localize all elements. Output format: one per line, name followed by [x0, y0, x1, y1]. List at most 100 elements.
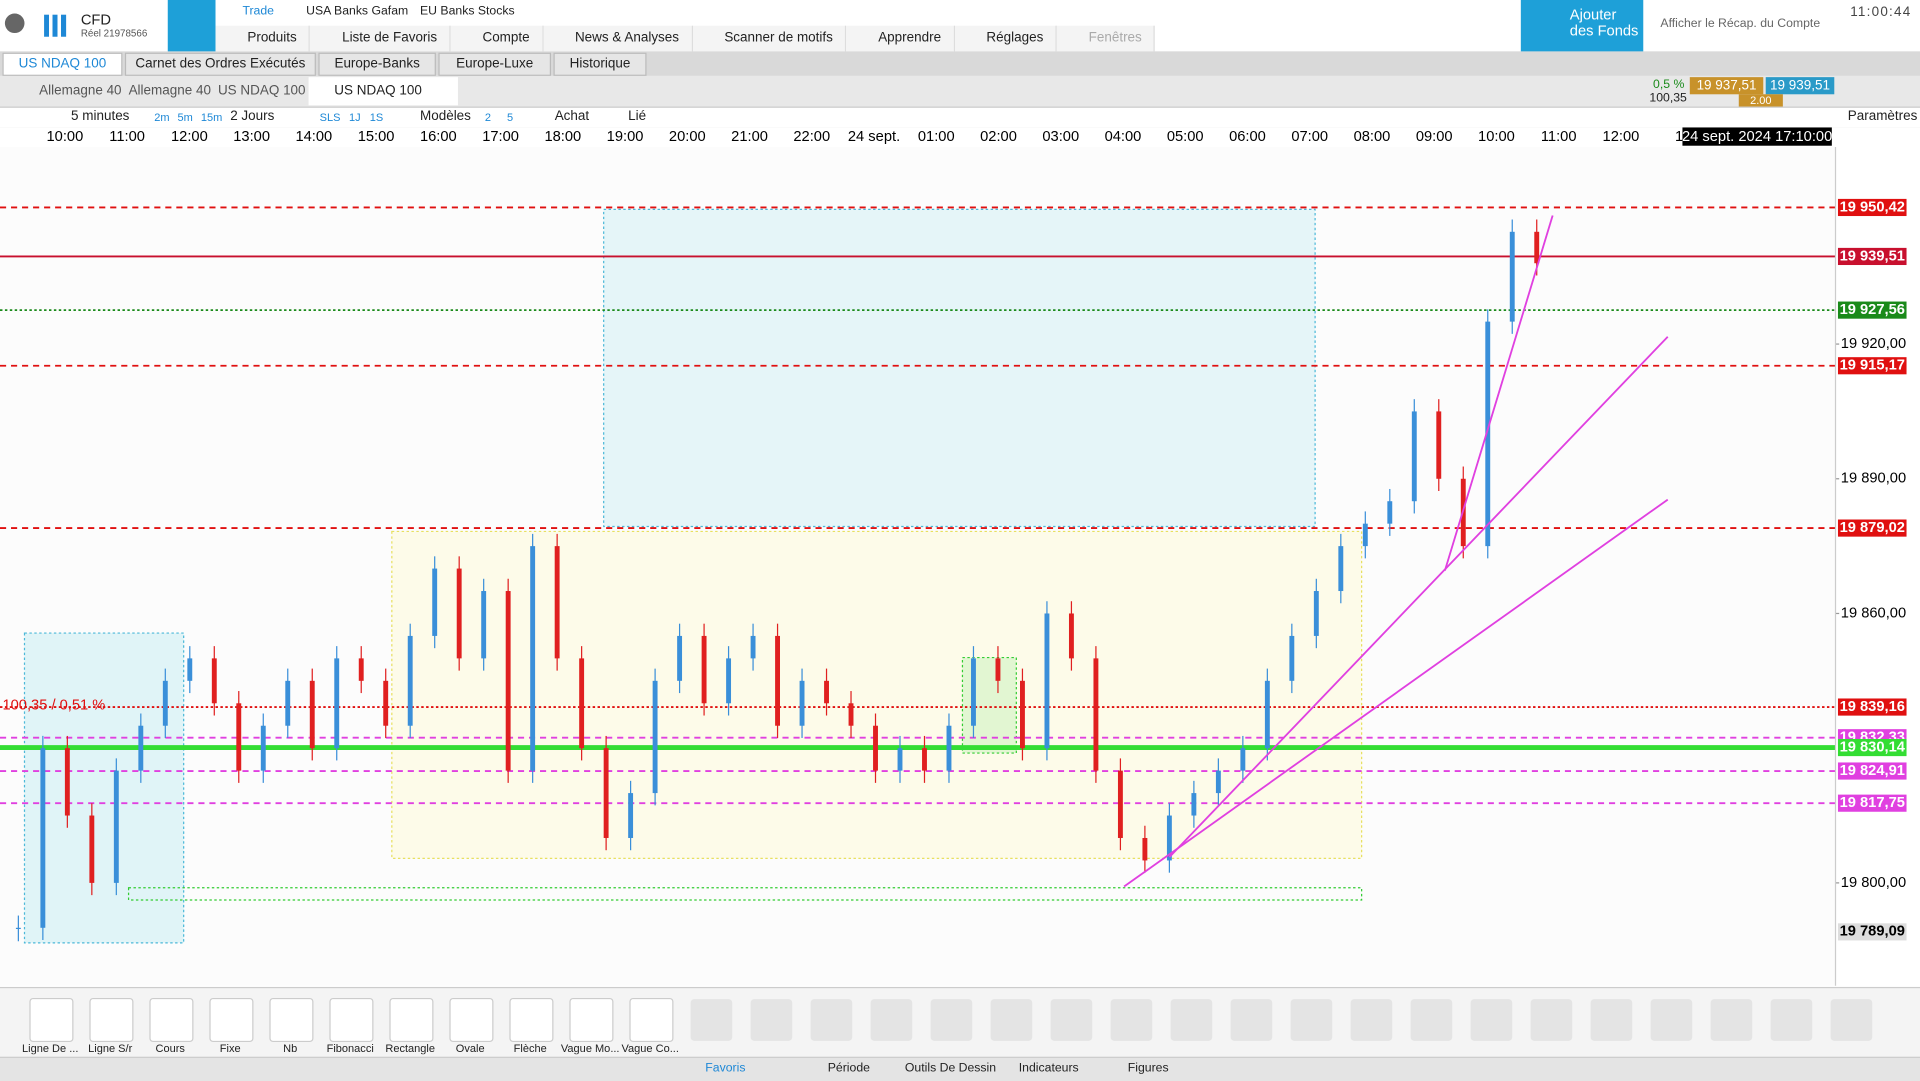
price-tag — [1837, 923, 1907, 941]
tool-button[interactable] — [449, 997, 494, 1043]
bottom-tab[interactable]: Outils De Dessin — [904, 1061, 997, 1076]
menu-item[interactable]: Fenêtres — [1056, 25, 1156, 52]
crosshair-time-label: 24 sept. 2024 17:10:00 — [1682, 129, 1832, 145]
tool-button[interactable] — [269, 997, 314, 1043]
tool-label[interactable]: Flèche — [513, 1042, 547, 1055]
chart-tab[interactable]: Allemagne 40 — [128, 83, 211, 98]
add-funds-button[interactable]: Ajouter des Fonds — [1520, 0, 1644, 52]
tool-label[interactable]: Ovale — [455, 1042, 485, 1055]
tab[interactable]: US NDAQ 100 — [2, 52, 123, 76]
plot-bg — [0, 146, 1836, 986]
candle — [897, 748, 903, 771]
menu: Produits Liste de Favoris Compte News & Ana… — [215, 25, 1156, 52]
search-button[interactable] — [167, 0, 216, 52]
tool-button[interactable] — [29, 997, 74, 1043]
range[interactable]: 2 Jours — [230, 108, 275, 124]
bottom-tab[interactable]: Indicateurs — [1018, 1061, 1079, 1076]
count-btn[interactable]: 2 — [484, 111, 492, 124]
mode-btn[interactable]: 1J — [348, 111, 361, 124]
mode-btn[interactable]: 1S — [369, 111, 384, 124]
linked[interactable]: Lié — [628, 108, 647, 124]
chart-tab[interactable]: Allemagne 40 — [39, 83, 122, 98]
time-label: 04:00 — [1105, 129, 1142, 145]
tool-label[interactable]: Vague Mo... — [560, 1042, 620, 1055]
tool-button[interactable] — [509, 997, 554, 1043]
chart-tab[interactable]: US NDAQ 100 — [217, 83, 306, 98]
settings[interactable]: Paramètres — [1847, 108, 1918, 124]
candle — [1068, 613, 1074, 659]
candle — [1485, 321, 1491, 547]
candle — [1534, 231, 1540, 264]
price-tag-label: 19 824,91 — [1840, 763, 1905, 779]
menu-item[interactable]: Réglages — [954, 25, 1057, 52]
menu-item[interactable]: News & Analyses — [543, 25, 693, 52]
candle — [1166, 815, 1172, 861]
menu-item[interactable]: Compte — [450, 25, 544, 52]
recap-link[interactable]: Afficher le Récap. du Compte — [1660, 17, 1821, 31]
price-tag — [1837, 794, 1907, 812]
link[interactable]: Trade — [242, 4, 274, 19]
price-tag-label: 19 830,14 — [1840, 739, 1906, 755]
time-label: 05:00 — [1167, 129, 1204, 145]
tool-label[interactable]: Vague Co... — [621, 1042, 679, 1055]
candle — [824, 680, 829, 704]
tool-button[interactable] — [209, 997, 254, 1043]
tool-button[interactable] — [569, 997, 614, 1043]
time-label: 11:00 — [1541, 129, 1577, 145]
interval-btn[interactable]: 15m — [200, 111, 223, 124]
mode-btn[interactable]: SLS — [319, 111, 341, 124]
link[interactable]: EU Banks Stocks — [420, 4, 515, 19]
tool-label[interactable]: Ligne S/r — [88, 1042, 133, 1055]
tool-label[interactable]: Cours — [155, 1042, 185, 1055]
tool-button[interactable] — [329, 997, 374, 1043]
tool-button[interactable] — [629, 997, 674, 1043]
bottom-tab[interactable]: Période — [827, 1061, 870, 1076]
bid[interactable]: 19 937,51 — [1689, 77, 1764, 95]
link[interactable]: USA Banks Gafam — [306, 4, 409, 19]
tool-slot — [1350, 999, 1393, 1041]
chart-tab[interactable]: US NDAQ 100 — [334, 83, 422, 98]
menu-item[interactable]: Produits — [215, 25, 311, 52]
menu-item[interactable]: Liste de Favoris — [310, 25, 451, 52]
tool-label[interactable]: Fibonacci — [326, 1042, 374, 1055]
time-label: 01:00 — [918, 129, 955, 145]
active-tab-bg — [308, 77, 458, 106]
candle — [1436, 411, 1442, 479]
time-label: 21:00 — [731, 129, 768, 145]
candle — [1264, 680, 1270, 749]
menu-item[interactable]: Apprendre — [846, 25, 955, 52]
tool-label[interactable]: Fixe — [219, 1042, 241, 1055]
menu-item[interactable]: Scanner de motifs — [692, 25, 847, 52]
candle — [799, 680, 805, 726]
candle — [481, 591, 487, 659]
interval-btn[interactable]: 5m — [177, 111, 193, 124]
bottom-tab[interactable]: Favoris — [705, 1061, 746, 1076]
tab[interactable]: Europe-Luxe — [438, 52, 552, 76]
candle — [579, 658, 585, 749]
candle — [1509, 231, 1515, 322]
user-icon[interactable] — [4, 13, 25, 34]
count-btn[interactable]: 5 — [506, 111, 514, 124]
tool-button[interactable] — [389, 997, 434, 1043]
tab[interactable]: Historique — [553, 52, 647, 76]
tool-label[interactable]: Rectangle — [385, 1042, 436, 1055]
bottom-tab[interactable]: Figures — [1127, 1061, 1169, 1076]
candle — [432, 568, 438, 636]
tool-label[interactable]: Ligne De ... — [22, 1042, 79, 1055]
trend-line — [1168, 336, 1669, 858]
tool-button[interactable] — [149, 997, 194, 1043]
interval[interactable]: 5 minutes — [71, 108, 130, 124]
time-label: 20:00 — [669, 129, 706, 145]
tool-button[interactable] — [89, 997, 134, 1043]
buy[interactable]: Achat — [554, 108, 590, 124]
tab[interactable]: Carnet des Ordres Exécutés — [124, 52, 316, 76]
candle — [775, 635, 781, 726]
tool-slot — [1710, 999, 1753, 1041]
interval-btn[interactable]: 2m — [154, 111, 170, 124]
ask[interactable]: 19 939,51 — [1765, 77, 1835, 95]
tool-label[interactable]: Nb — [283, 1042, 298, 1055]
time-label: 19:00 — [607, 129, 644, 145]
tab[interactable]: Europe-Banks — [318, 52, 436, 76]
tool-slot — [1470, 999, 1513, 1041]
templates[interactable]: Modèles — [420, 108, 471, 124]
